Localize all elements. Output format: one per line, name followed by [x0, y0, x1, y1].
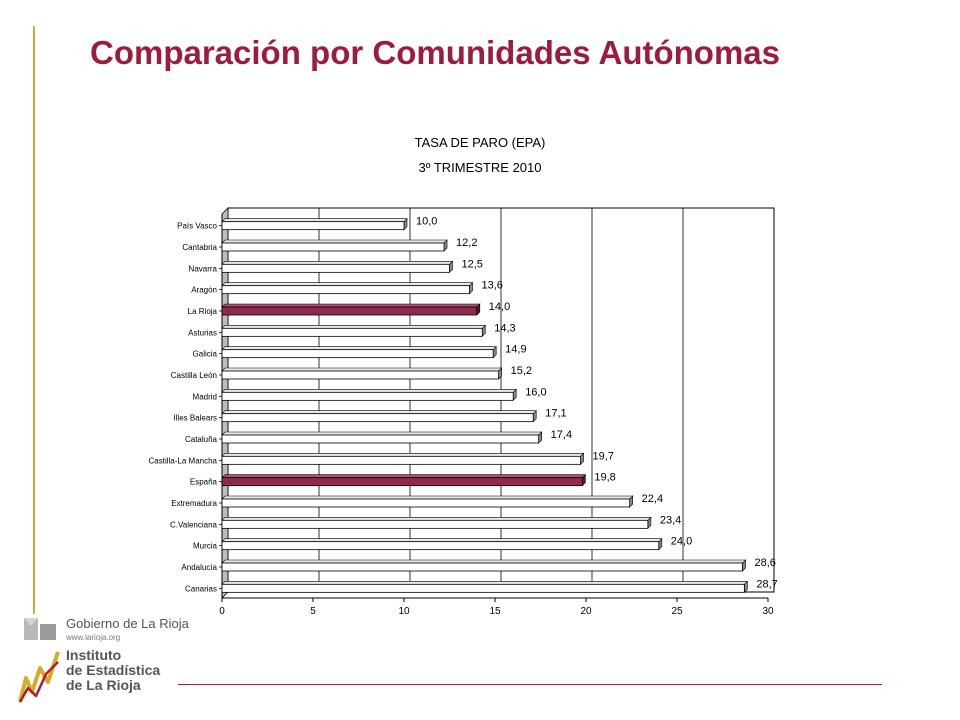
bar-top-castilla-leon: [221, 367, 503, 372]
instituto-estadistica-logo-icon: [18, 651, 60, 703]
bar-top-espana: [221, 474, 587, 478]
bar-cantabria: [221, 242, 445, 252]
category-label-madrid: Madrid: [193, 392, 217, 401]
value-label-murcia: 24,0: [671, 536, 692, 548]
category-label-la-rioja: La Rioja: [188, 307, 218, 316]
category-label-extremadura: Extremadura: [171, 499, 217, 508]
category-label-pais-vasco: País Vasco: [177, 222, 217, 231]
category-label-cantabria: Cantabria: [182, 243, 217, 252]
bar-top-murcia: [221, 538, 663, 542]
bar-espana: [221, 477, 583, 487]
bar-top-pais-vasco: [221, 218, 408, 222]
chart-title: TASA DE PARO (EPA): [415, 135, 546, 150]
value-label-extremadura: 22,4: [642, 493, 663, 505]
category-label-canarias: Canarias: [185, 584, 217, 593]
gobierno-rioja-logo-icon: [24, 618, 56, 640]
x-tick-label-0: 0: [219, 606, 225, 617]
bar-top-galicia: [221, 346, 497, 350]
category-label-andalucia: Andalucía: [181, 563, 217, 572]
value-label-galicia: 14,9: [505, 344, 526, 356]
bar-andalucia: [221, 562, 743, 572]
bar-castilla-leon: [221, 370, 500, 380]
x-tick-label-20: 20: [580, 606, 592, 617]
bar-top-illes-balears: [221, 410, 537, 414]
value-label-espana: 19,8: [594, 472, 615, 484]
bar-la-rioja: [221, 306, 478, 316]
value-label-pais-vasco: 10,0: [416, 216, 437, 228]
category-label-galicia: Galicia: [193, 350, 218, 359]
value-label-c-valenciana: 23,4: [660, 514, 681, 526]
bar-top-c-valenciana: [221, 517, 652, 521]
category-label-illes-balears: Illes Balears: [173, 414, 217, 423]
bottom-rule: [178, 684, 882, 685]
value-label-la-rioja: 14,0: [489, 301, 510, 313]
bar-madrid: [221, 391, 514, 401]
bar-galicia: [221, 349, 494, 359]
bar-top-extremadura: [221, 495, 634, 500]
value-label-cataluna: 17,4: [551, 429, 572, 441]
x-tick-label-30: 30: [762, 606, 774, 617]
bar-navarra: [221, 263, 450, 273]
category-label-cataluna: Cataluña: [185, 435, 218, 444]
category-label-castilla-leon: Castilla León: [171, 371, 217, 380]
bar-extremadura: [221, 498, 631, 508]
value-label-castilla-leon: 15,2: [511, 365, 532, 377]
bar-pais-vasco: [221, 221, 405, 231]
bar-top-canarias: [221, 581, 749, 585]
bar-top-aragon: [221, 282, 474, 286]
value-label-navarra: 12,5: [462, 258, 483, 270]
bar-canarias: [221, 583, 745, 593]
x-tick-label-15: 15: [489, 606, 501, 617]
bar-top-cataluna: [221, 431, 543, 436]
bar-aragon: [221, 285, 470, 295]
slide-title: Comparación por Comunidades Autónomas: [90, 34, 781, 71]
category-label-asturias: Asturias: [188, 328, 217, 337]
chart-subtitle: 3º TRIMESTRE 2010: [419, 160, 542, 175]
bar-top-andalucia: [221, 559, 747, 564]
bar-illes-balears: [221, 413, 534, 423]
x-tick-label-5: 5: [310, 606, 316, 617]
value-label-cantabria: 12,2: [456, 237, 477, 249]
x-tick-label-25: 25: [671, 606, 683, 617]
category-label-murcia: Murcia: [193, 542, 218, 551]
gobierno-name: Gobierno de La Rioja: [66, 616, 189, 631]
left-accent-rule: [33, 26, 35, 614]
bar-cataluna: [221, 434, 540, 444]
bar-castilla-la-mancha: [221, 455, 581, 465]
value-label-illes-balears: 17,1: [545, 408, 566, 420]
bar-top-castilla-la-mancha: [221, 453, 585, 457]
bar-asturias: [221, 327, 483, 337]
category-label-c-valenciana: C.Valenciana: [170, 520, 218, 529]
category-label-espana: España: [190, 478, 218, 487]
x-tick-label-10: 10: [398, 606, 410, 617]
unemployment-bar-chart: TASA DE PARO (EPA) 3º TRIMESTRE 2010 0 5 10 1…: [149, 135, 778, 617]
bar-top-la-rioja: [221, 303, 481, 308]
gobierno-url: www.larioja.org: [66, 633, 121, 642]
value-label-andalucia: 28,6: [755, 557, 776, 569]
category-label-aragon: Aragón: [191, 286, 217, 295]
value-label-canarias: 28,7: [756, 578, 777, 590]
value-label-castilla-la-mancha: 19,7: [593, 450, 614, 462]
bar-top-navarra: [221, 261, 454, 265]
bar-top-asturias: [221, 325, 486, 329]
value-label-aragon: 13,6: [482, 280, 503, 292]
bar-top-cantabria: [221, 239, 448, 244]
category-label-castilla-la-mancha: Castilla-La Mancha: [149, 456, 218, 465]
instituto-name: Instituto de Estadística de La Rioja: [66, 647, 161, 693]
bar-top-madrid: [221, 389, 517, 393]
category-label-navarra: Navarra: [189, 264, 218, 273]
value-label-madrid: 16,0: [525, 386, 546, 398]
value-label-asturias: 14,3: [494, 322, 515, 334]
bar-c-valenciana: [221, 519, 649, 529]
logo-area: Gobierno de La Rioja www.larioja.org Ins…: [18, 614, 218, 714]
bar-murcia: [221, 541, 660, 551]
